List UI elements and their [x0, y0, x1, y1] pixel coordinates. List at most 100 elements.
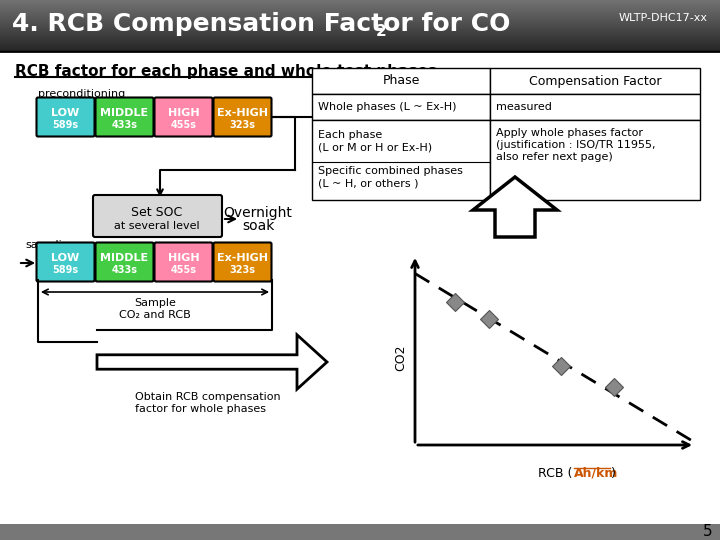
Bar	[0, 21, 720, 22]
Text: 455s: 455s	[171, 120, 197, 130]
Text: factor for whole phases: factor for whole phases	[135, 404, 266, 414]
Bar	[0, 8, 720, 9]
Bar	[0, 18, 720, 19]
Bar	[0, 49, 720, 50]
Polygon shape	[97, 335, 327, 389]
Bar	[0, 3, 720, 4]
Text: HIGH: HIGH	[168, 253, 199, 262]
Bar	[0, 6, 720, 7]
Bar	[312, 94, 490, 120]
Text: at several level: at several level	[114, 221, 200, 231]
Bar	[0, 47, 720, 48]
FancyBboxPatch shape	[96, 98, 153, 137]
FancyBboxPatch shape	[155, 98, 212, 137]
FancyBboxPatch shape	[37, 98, 94, 137]
Bar	[0, 24, 720, 25]
Bar	[0, 22, 720, 23]
Bar	[0, 15, 720, 16]
Bar	[0, 19, 720, 20]
Bar	[0, 34, 720, 35]
FancyBboxPatch shape	[96, 242, 153, 281]
Bar	[0, 39, 720, 40]
Bar	[0, 23, 720, 24]
Bar	[0, 36, 720, 37]
Bar	[312, 120, 490, 200]
Bar	[0, 27, 720, 28]
Text: 2: 2	[376, 24, 387, 38]
Text: LOW: LOW	[51, 107, 80, 118]
Bar	[0, 41, 720, 42]
Text: 4. RCB Compensation Factor for CO: 4. RCB Compensation Factor for CO	[12, 12, 510, 36]
Text: Specific combined phases: Specific combined phases	[318, 166, 463, 176]
Text: (justification : ISO/TR 11955,: (justification : ISO/TR 11955,	[496, 140, 655, 150]
Bar	[0, 40, 720, 41]
Text: Each phase: Each phase	[318, 130, 382, 140]
Text: Ex-HIGH: Ex-HIGH	[217, 253, 268, 262]
Text: Overnight: Overnight	[224, 206, 292, 220]
Text: Compensation Factor: Compensation Factor	[528, 75, 661, 87]
Bar	[0, 0, 720, 1]
FancyBboxPatch shape	[155, 242, 212, 281]
Text: 589s: 589s	[53, 120, 78, 130]
Text: RCB factor for each phase and whole test phases: RCB factor for each phase and whole test…	[15, 64, 437, 79]
Text: RCB (: RCB (	[538, 467, 572, 480]
Text: MIDDLE: MIDDLE	[100, 253, 148, 262]
FancyBboxPatch shape	[214, 98, 271, 137]
Bar	[0, 2, 720, 3]
Text: (L ~ H, or others ): (L ~ H, or others )	[318, 179, 418, 189]
Bar	[0, 20, 720, 21]
Bar	[0, 12, 720, 13]
Text: sampling: sampling	[25, 240, 76, 250]
Bar	[0, 48, 720, 49]
Text: 5: 5	[703, 524, 712, 539]
Bar	[0, 1, 720, 2]
Bar	[0, 37, 720, 38]
Text: WLTP-DHC17-xx: WLTP-DHC17-xx	[619, 13, 708, 23]
Bar	[0, 33, 720, 34]
Bar	[0, 32, 720, 33]
Bar	[0, 13, 720, 14]
Text: Set SOC: Set SOC	[131, 206, 183, 219]
Text: LOW: LOW	[51, 253, 80, 262]
Bar	[0, 35, 720, 36]
Bar	[0, 9, 720, 10]
Bar	[0, 26, 720, 27]
Text: Phase: Phase	[382, 75, 420, 87]
Text: Obtain RCB compensation: Obtain RCB compensation	[135, 392, 281, 402]
Text: CO₂ and RCB: CO₂ and RCB	[119, 310, 191, 320]
Text: 323s: 323s	[230, 120, 256, 130]
Bar	[0, 10, 720, 11]
Bar	[0, 28, 720, 29]
Text: (L or M or H or Ex-H): (L or M or H or Ex-H)	[318, 142, 432, 152]
Text: Whole phases (L ~ Ex-H): Whole phases (L ~ Ex-H)	[318, 102, 456, 112]
Bar	[0, 46, 720, 47]
Text: preconditioning: preconditioning	[38, 89, 125, 99]
Bar	[0, 14, 720, 15]
Bar	[0, 38, 720, 39]
Text: 433s: 433s	[112, 265, 138, 275]
Polygon shape	[473, 177, 557, 237]
Text: also refer next page): also refer next page)	[496, 152, 613, 162]
Text: Sample: Sample	[134, 298, 176, 308]
Bar	[0, 5, 720, 6]
Text: ): )	[611, 467, 616, 480]
Bar	[0, 30, 720, 31]
Text: Ah/km: Ah/km	[574, 467, 618, 480]
Text: MIDDLE: MIDDLE	[100, 107, 148, 118]
Bar	[0, 44, 720, 45]
FancyBboxPatch shape	[93, 195, 222, 237]
Bar	[0, 25, 720, 26]
Text: Ex-HIGH: Ex-HIGH	[217, 107, 268, 118]
Text: CO2: CO2	[394, 345, 407, 371]
Text: 433s: 433s	[112, 120, 138, 130]
Bar	[0, 11, 720, 12]
Bar	[0, 17, 720, 18]
Bar	[0, 524, 720, 540]
FancyBboxPatch shape	[214, 242, 271, 281]
Bar	[0, 4, 720, 5]
Text: 323s: 323s	[230, 265, 256, 275]
Text: soak: soak	[242, 219, 274, 233]
Text: HIGH: HIGH	[168, 107, 199, 118]
Bar	[0, 43, 720, 44]
Bar	[0, 42, 720, 43]
